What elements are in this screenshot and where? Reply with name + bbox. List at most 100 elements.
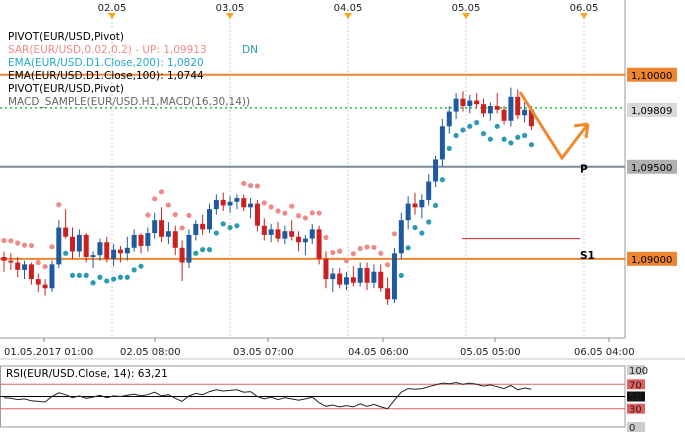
candle-body <box>405 203 411 221</box>
sar-dot <box>343 258 350 264</box>
candle-body <box>145 233 151 246</box>
sar-dot <box>83 272 89 279</box>
candle-body <box>446 111 452 127</box>
sar-dot <box>158 189 165 195</box>
sar-dot <box>405 245 411 251</box>
sar-dot <box>426 219 432 225</box>
rsi-tick-bg <box>627 391 645 402</box>
candle-body <box>487 106 493 114</box>
candle-body <box>165 231 171 237</box>
sar-dot <box>432 202 439 209</box>
candle-body <box>460 98 466 107</box>
candle-body <box>70 236 75 252</box>
sar-dot <box>104 278 110 284</box>
legend-item: PIVOT(EUR/USD,Pivot) <box>8 83 124 95</box>
sar-dot <box>152 196 158 202</box>
candle-body <box>268 229 274 235</box>
rsi-tick-bg <box>627 403 645 414</box>
candle-body <box>172 231 178 248</box>
candle-body <box>193 223 199 235</box>
sar-dot <box>8 238 14 244</box>
candle-body <box>227 201 233 206</box>
time-label: 06.05 04:00 <box>574 347 635 358</box>
day-marker-triangle <box>580 13 588 19</box>
candle-body <box>22 264 28 270</box>
candle-body <box>179 247 185 263</box>
sar-dot <box>275 208 281 214</box>
candle-body <box>42 284 48 289</box>
sar-dot <box>480 131 487 137</box>
sar-dot <box>337 248 343 254</box>
top-date-label: 06.05 <box>570 3 599 14</box>
candle-body <box>378 271 384 289</box>
sar-dot <box>398 272 404 279</box>
price-tag: 1,10000 <box>631 71 672 82</box>
sar-dot <box>220 221 226 227</box>
rsi-line <box>3 381 532 410</box>
time-label: 02.05 08:00 <box>120 347 181 358</box>
sar-dot <box>350 251 356 257</box>
rsi-tick-label: 70 <box>629 380 642 391</box>
sar-dot <box>1 237 7 244</box>
top-date-label: 04.05 <box>334 3 363 14</box>
top-date-label: 03.05 <box>216 3 245 14</box>
candle-body <box>522 109 528 116</box>
sar-dot <box>124 274 130 280</box>
sar-dot <box>56 202 62 208</box>
legend-sar: SAR(EUR/USD,0.02,0.2) - UP: 1,09913 <box>8 44 207 56</box>
candle-body <box>296 236 302 243</box>
candle-body <box>391 253 397 300</box>
sar-dot <box>165 202 171 208</box>
sar-dot <box>90 280 96 286</box>
forecast-arrow <box>518 91 590 161</box>
legend-pivot: PIVOT(EUR/USD,Pivot) <box>8 31 124 43</box>
sar-dot <box>35 259 41 266</box>
sar-dot <box>474 120 480 126</box>
candle-body <box>344 277 349 285</box>
time-label: 01.05.2017 01:00 <box>4 347 93 358</box>
candle-body <box>8 260 14 263</box>
sar-dot <box>213 230 219 236</box>
candle-body <box>56 227 62 265</box>
sar-dot <box>330 249 336 256</box>
candle-body <box>131 234 137 248</box>
sar-dot <box>63 250 69 256</box>
sar-dot <box>227 224 233 231</box>
sar-dot <box>487 136 493 142</box>
time-label: 05.05 05:00 <box>460 347 521 358</box>
sar-dot <box>467 123 473 129</box>
candle-body <box>117 249 123 254</box>
sar-dot <box>282 210 288 216</box>
time-label: 03.05 07:00 <box>233 347 294 358</box>
sar-dot <box>268 204 274 210</box>
price-tag: 1,09500 <box>631 163 672 174</box>
candle-body <box>508 96 514 121</box>
sar-dot <box>42 263 48 270</box>
sar-dot <box>453 132 459 139</box>
candle-body <box>282 231 288 239</box>
candle-body <box>481 104 486 114</box>
legend-item: EMA(EUR/USD.D1.Close,200): 1,0820 <box>8 57 204 69</box>
candle-body <box>494 106 500 110</box>
sar-dot <box>515 134 521 140</box>
rsi-tick-bg <box>627 422 645 432</box>
sar-dot <box>28 242 34 249</box>
sar-dot <box>179 225 185 231</box>
top-date-label: 05.05 <box>452 3 481 14</box>
rsi-tick-label: 50 <box>629 393 642 404</box>
sar-dot <box>234 223 240 229</box>
candle-body <box>515 96 521 116</box>
sar-dot <box>302 215 308 221</box>
sar-dot <box>309 210 315 216</box>
candle-body <box>398 220 404 254</box>
sar-dot <box>172 212 178 218</box>
sar-dot <box>378 250 384 256</box>
candle-body <box>213 199 219 210</box>
time-label: 04.05 06:00 <box>348 347 409 358</box>
day-marker-triangle <box>462 13 470 19</box>
sar-dot <box>49 244 55 250</box>
candle-body <box>371 271 377 283</box>
